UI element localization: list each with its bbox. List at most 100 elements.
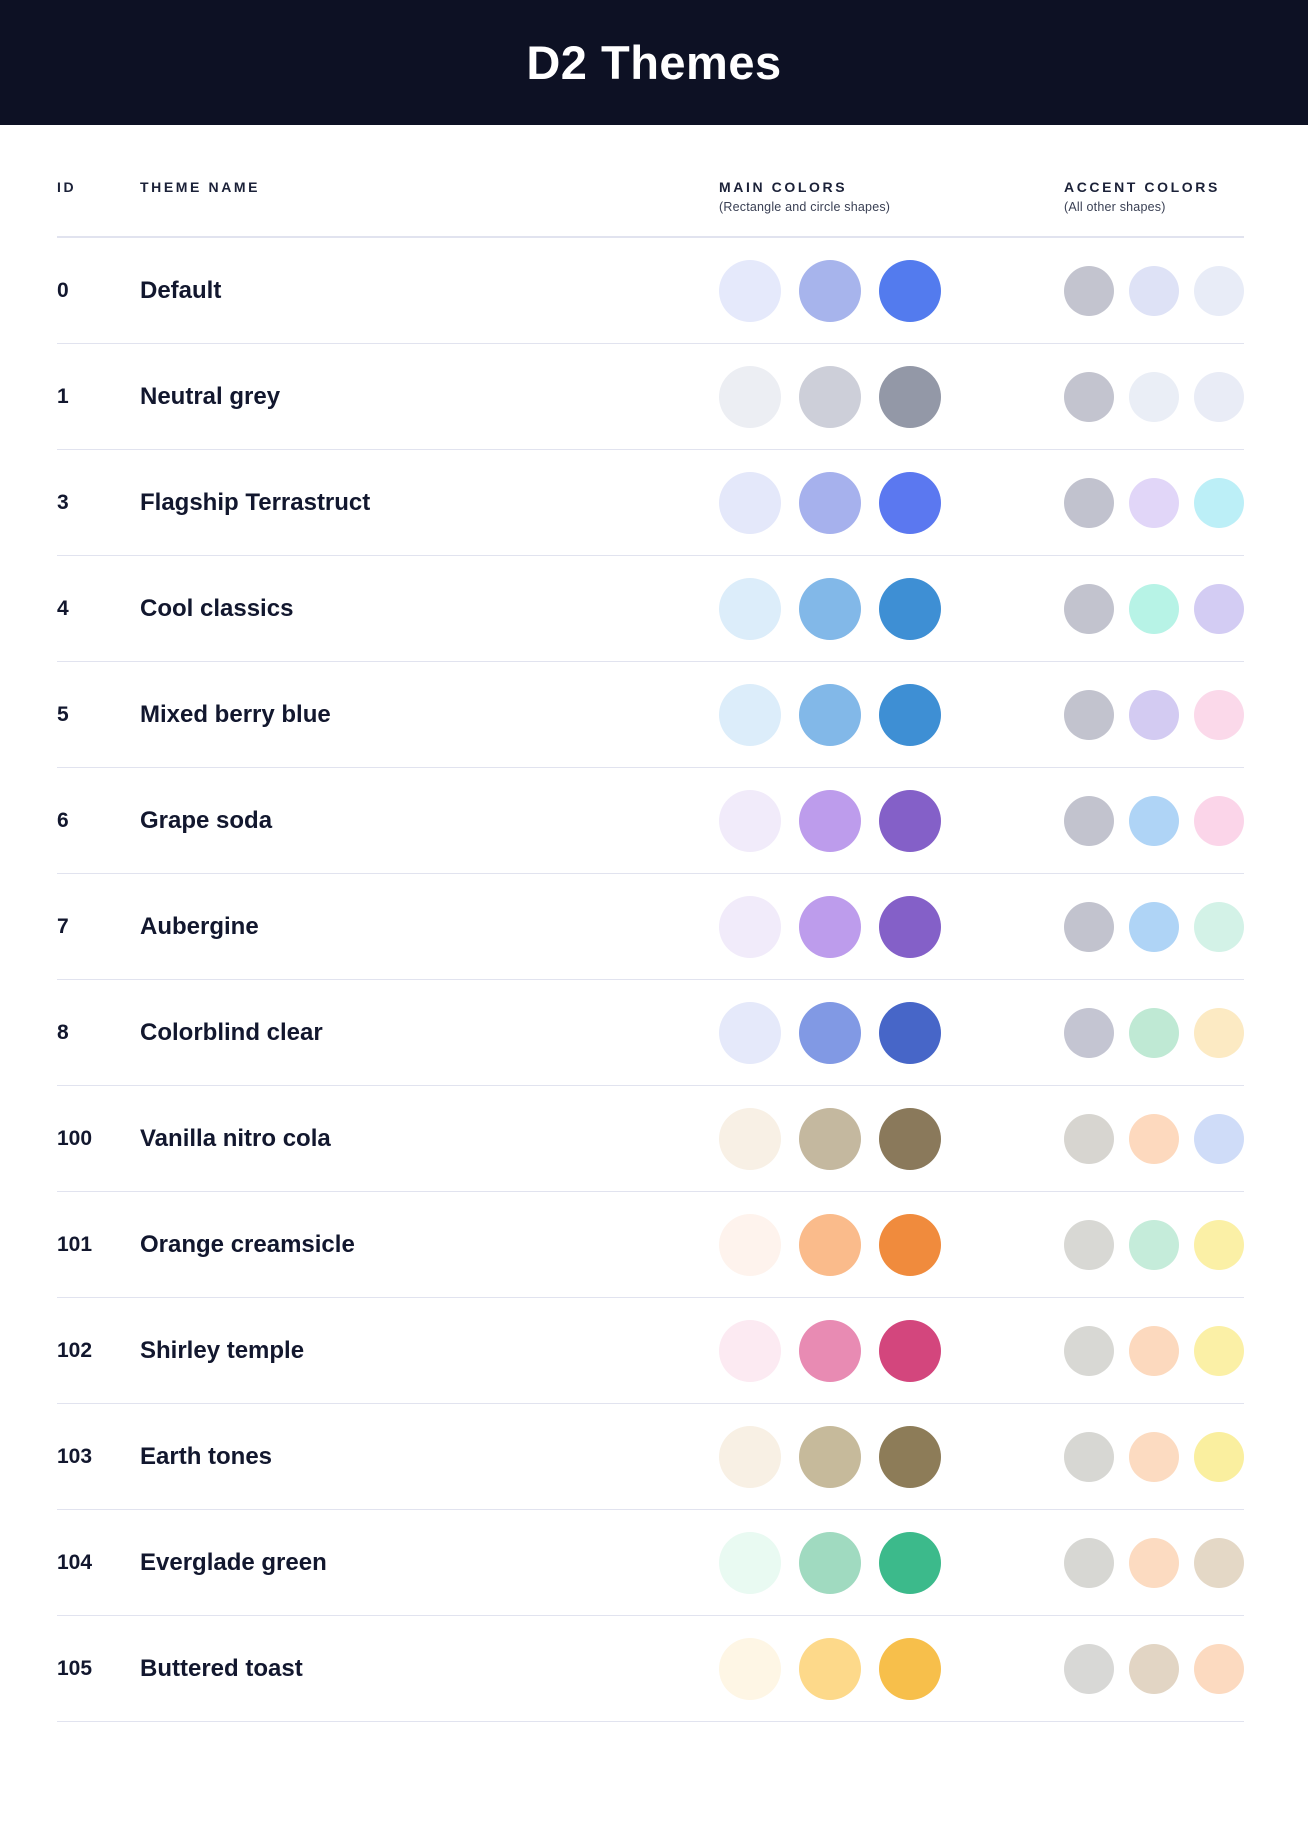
accent-color-swatch xyxy=(1194,583,1244,634)
main-color-swatches xyxy=(719,1531,941,1594)
accent-color-swatch xyxy=(1064,1007,1114,1058)
theme-id: 3 xyxy=(57,490,69,514)
main-color-swatch xyxy=(719,1531,781,1594)
page-header: D2 Themes xyxy=(0,0,1308,125)
table-row: 102 Shirley temple xyxy=(57,1298,1244,1404)
accent-color-swatch xyxy=(1129,371,1179,422)
page-title: D2 Themes xyxy=(526,36,782,89)
theme-id: 5 xyxy=(57,702,69,726)
theme-name: Neutral grey xyxy=(140,382,281,410)
accent-color-swatches xyxy=(1064,1007,1244,1058)
main-color-swatch xyxy=(719,1213,781,1276)
theme-id: 102 xyxy=(57,1338,93,1362)
main-color-swatch xyxy=(719,895,781,958)
accent-color-swatches xyxy=(1064,1219,1244,1270)
accent-color-swatch xyxy=(1194,265,1244,316)
accent-color-swatch xyxy=(1129,1537,1179,1588)
accent-color-swatch xyxy=(1194,1643,1244,1694)
theme-id: 4 xyxy=(57,596,69,620)
accent-color-swatch xyxy=(1064,1537,1114,1588)
main-color-swatch xyxy=(799,1319,861,1382)
theme-name: Cool classics xyxy=(140,594,294,622)
accent-color-swatch xyxy=(1064,477,1114,528)
main-color-swatch xyxy=(799,1213,861,1276)
accent-color-swatch xyxy=(1064,1219,1114,1270)
main-color-swatches xyxy=(719,1637,941,1700)
column-header-id: ID xyxy=(57,179,77,195)
main-color-swatch xyxy=(719,365,781,428)
theme-id: 1 xyxy=(57,384,69,408)
accent-color-swatches xyxy=(1064,265,1244,316)
main-color-swatch xyxy=(799,1637,861,1700)
main-color-swatch xyxy=(719,789,781,852)
accent-color-swatch xyxy=(1064,371,1114,422)
accent-color-swatch xyxy=(1194,1537,1244,1588)
main-color-swatch xyxy=(879,1107,941,1170)
table-header-row: ID THEME NAME MAIN COLORS (Rectangle and… xyxy=(57,125,1244,238)
main-color-swatch xyxy=(799,895,861,958)
theme-id: 103 xyxy=(57,1444,93,1468)
accent-color-swatch xyxy=(1129,1325,1179,1376)
main-color-swatch xyxy=(799,1001,861,1064)
theme-rows: 0 Default 1 Neutral grey 3 Flags xyxy=(57,238,1244,1722)
accent-color-swatch xyxy=(1064,265,1114,316)
accent-color-swatches xyxy=(1064,1113,1244,1164)
main-color-swatch xyxy=(799,1531,861,1594)
accent-color-swatch xyxy=(1129,583,1179,634)
theme-id: 6 xyxy=(57,808,69,832)
theme-name: Flagship Terrastruct xyxy=(140,488,371,516)
table-row: 7 Aubergine xyxy=(57,874,1244,980)
accent-color-swatch xyxy=(1194,1431,1244,1482)
main-colors-subtitle: (Rectangle and circle shapes) xyxy=(719,200,891,214)
accent-color-swatch xyxy=(1129,1007,1179,1058)
main-color-swatch xyxy=(879,577,941,640)
accent-color-swatch xyxy=(1194,1219,1244,1270)
accent-color-swatch xyxy=(1129,265,1179,316)
main-color-swatch xyxy=(799,471,861,534)
main-color-swatch xyxy=(719,259,781,322)
accent-color-swatch xyxy=(1194,1325,1244,1376)
main-color-swatch xyxy=(799,259,861,322)
accent-color-swatch xyxy=(1064,1325,1114,1376)
main-color-swatch xyxy=(799,683,861,746)
accent-colors-subtitle: (All other shapes) xyxy=(1064,200,1166,214)
main-color-swatch xyxy=(719,683,781,746)
table-row: 5 Mixed berry blue xyxy=(57,662,1244,768)
main-color-swatch xyxy=(799,789,861,852)
main-color-swatch xyxy=(879,471,941,534)
accent-color-swatch xyxy=(1129,795,1179,846)
main-color-swatches xyxy=(719,1213,941,1276)
accent-color-swatch xyxy=(1129,901,1179,952)
theme-name: Default xyxy=(140,276,222,304)
theme-id: 101 xyxy=(57,1232,93,1256)
accent-color-swatches xyxy=(1064,477,1244,528)
accent-color-swatch xyxy=(1194,477,1244,528)
main-color-swatch xyxy=(879,1213,941,1276)
theme-id: 105 xyxy=(57,1656,93,1680)
table-row: 8 Colorblind clear xyxy=(57,980,1244,1086)
accent-color-swatches xyxy=(1064,901,1244,952)
main-color-swatch xyxy=(799,577,861,640)
main-color-swatch xyxy=(719,1637,781,1700)
theme-name: Everglade green xyxy=(140,1548,327,1576)
main-color-swatch xyxy=(879,789,941,852)
accent-color-swatch xyxy=(1194,371,1244,422)
column-header-main-colors: MAIN COLORS (Rectangle and circle shapes… xyxy=(719,179,941,214)
main-color-swatches xyxy=(719,789,941,852)
main-color-swatch xyxy=(879,895,941,958)
accent-color-swatch xyxy=(1064,1113,1114,1164)
accent-color-swatches xyxy=(1064,371,1244,422)
accent-color-swatches xyxy=(1064,1431,1244,1482)
theme-name: Orange creamsicle xyxy=(140,1230,355,1258)
accent-color-swatch xyxy=(1064,689,1114,740)
theme-name: Shirley temple xyxy=(140,1336,305,1364)
accent-color-swatch xyxy=(1129,689,1179,740)
main-color-swatch xyxy=(719,1425,781,1488)
accent-color-swatch xyxy=(1129,1431,1179,1482)
main-color-swatch xyxy=(879,683,941,746)
main-color-swatch xyxy=(799,365,861,428)
accent-color-swatch xyxy=(1194,795,1244,846)
table-row: 6 Grape soda xyxy=(57,768,1244,874)
table-row: 101 Orange creamsicle xyxy=(57,1192,1244,1298)
column-header-theme-name: THEME NAME xyxy=(140,179,261,195)
